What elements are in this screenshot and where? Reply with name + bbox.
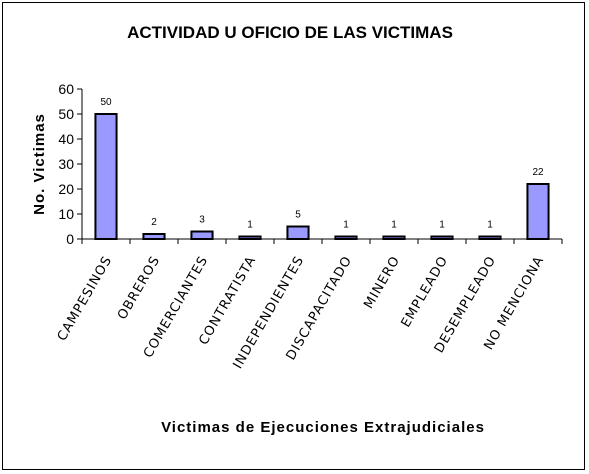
bar [478, 235, 502, 240]
x-tick-label: CAMPESINOS [55, 254, 116, 344]
data-label: 5 [295, 210, 301, 221]
y-tick-label: 60 [58, 81, 74, 97]
y-tick-label: 50 [58, 106, 74, 122]
y-tick-label: 20 [58, 181, 74, 197]
x-tick-label: EMPLEADO [399, 254, 452, 331]
y-tick-label: 10 [58, 206, 74, 222]
bar [94, 113, 118, 240]
y-tick-label: 40 [58, 131, 74, 147]
y-tick-label: 0 [66, 231, 74, 247]
y-axis-label: No. Victimas [31, 113, 48, 215]
bar [190, 230, 214, 240]
bar [238, 235, 262, 240]
bar [286, 225, 310, 240]
plot-area: 010203040506050CAMPESINOS2OBREROS3COMERC… [55, 81, 563, 372]
chart-title: ACTIVIDAD U OFICIO DE LAS VICTIMAS [127, 23, 453, 42]
y-tick-label: 30 [58, 156, 74, 172]
data-label: 22 [532, 167, 544, 178]
bar [142, 233, 166, 240]
bar [526, 183, 550, 240]
data-label: 1 [343, 220, 349, 231]
bar [334, 235, 358, 240]
bar [382, 235, 406, 240]
x-axis-label: Victimas de Ejecuciones Extrajudiciales [161, 419, 485, 436]
x-tick-label: OBREROS [115, 254, 163, 323]
data-label: 2 [151, 217, 157, 228]
x-tick-label: MINERO [361, 254, 403, 312]
data-label: 3 [199, 215, 205, 226]
data-label: 1 [247, 220, 253, 231]
data-label: 1 [439, 220, 445, 231]
data-label: 1 [391, 220, 397, 231]
bar [430, 235, 454, 240]
data-label: 1 [487, 220, 493, 231]
data-label: 50 [100, 97, 112, 108]
